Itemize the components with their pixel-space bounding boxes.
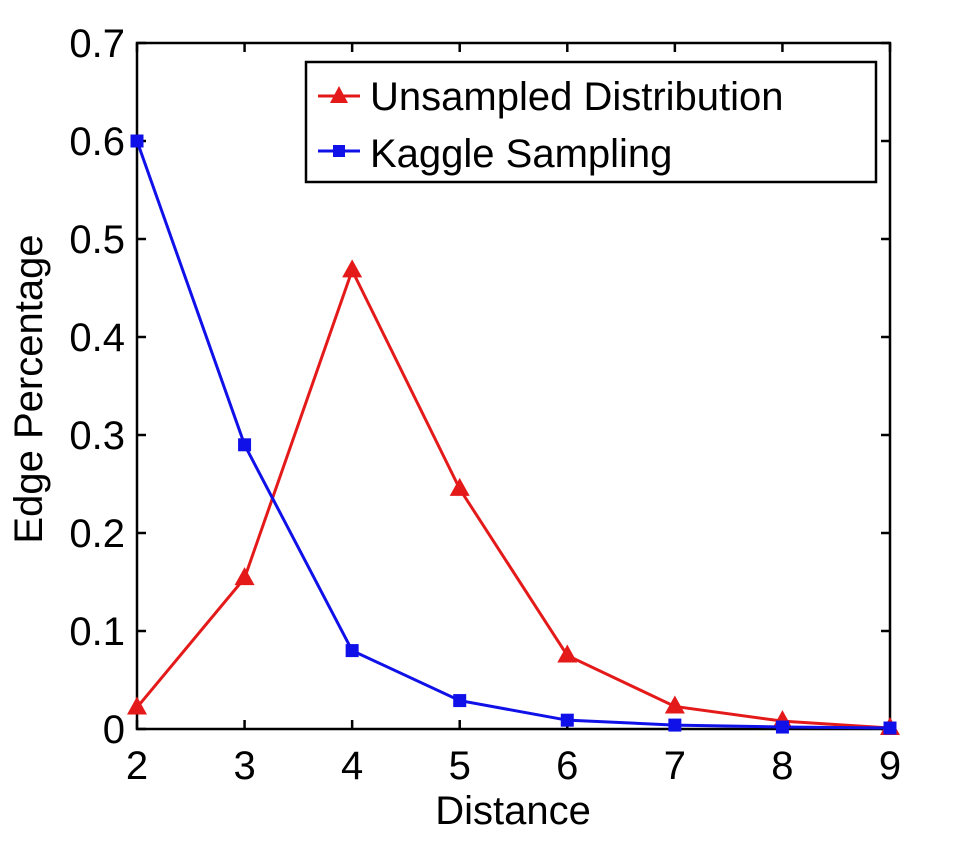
legend-label-kaggle: Kaggle Sampling [370, 132, 672, 176]
x-tick-labels: 2 3 4 5 6 7 8 9 [126, 744, 901, 788]
data-point-marker [238, 438, 252, 452]
x-tick-label: 2 [126, 744, 148, 788]
x-tick-label: 7 [664, 744, 686, 788]
y-tick-labels: 0 0.1 0.2 0.3 0.4 0.5 0.6 0.7 [69, 22, 125, 752]
y-tick-label: 0.3 [69, 414, 125, 458]
data-point-marker [234, 567, 255, 586]
x-tick-label: 3 [233, 744, 255, 788]
y-tick-label: 0.4 [69, 316, 125, 360]
data-point-marker [130, 134, 144, 148]
data-point-marker [342, 259, 363, 278]
legend-marker-kaggle [333, 145, 345, 157]
x-tick-label: 8 [771, 744, 793, 788]
data-point-marker [668, 718, 682, 732]
y-tick-label: 0.6 [69, 120, 125, 164]
data-point-marker [883, 721, 897, 735]
y-tick-label: 0.7 [69, 22, 125, 66]
series-layer [127, 134, 900, 736]
data-point-marker [127, 696, 147, 715]
data-point-marker [560, 713, 574, 727]
legend-box [304, 60, 878, 184]
x-tick-label: 9 [879, 744, 901, 788]
y-axis-title: Edge Percentage [7, 234, 51, 543]
x-tick-label: 6 [556, 744, 578, 788]
series-line [135, 266, 891, 730]
series-line [135, 140, 891, 730]
y-tick-label: 0 [103, 708, 125, 752]
legend-marker-unsampled [330, 86, 348, 103]
data-point-marker [345, 644, 359, 658]
y-tick-label: 0.2 [69, 512, 125, 556]
data-point-marker [557, 644, 578, 663]
data-point-marker [664, 695, 685, 714]
data-point-marker [449, 477, 470, 496]
data-point-marker [453, 694, 467, 708]
legend-label-unsampled: Unsampled Distribution [370, 75, 784, 119]
x-axis-title: Distance [435, 789, 591, 833]
y-tick-label: 0.1 [69, 610, 125, 654]
x-tick-label: 5 [449, 744, 471, 788]
y-tick-label: 0.5 [69, 218, 125, 262]
legend: Unsampled Distribution Kaggle Sampling [304, 60, 878, 184]
x-tick-label: 4 [341, 744, 363, 788]
data-point-marker [775, 720, 789, 734]
series-kaggle [130, 134, 897, 735]
